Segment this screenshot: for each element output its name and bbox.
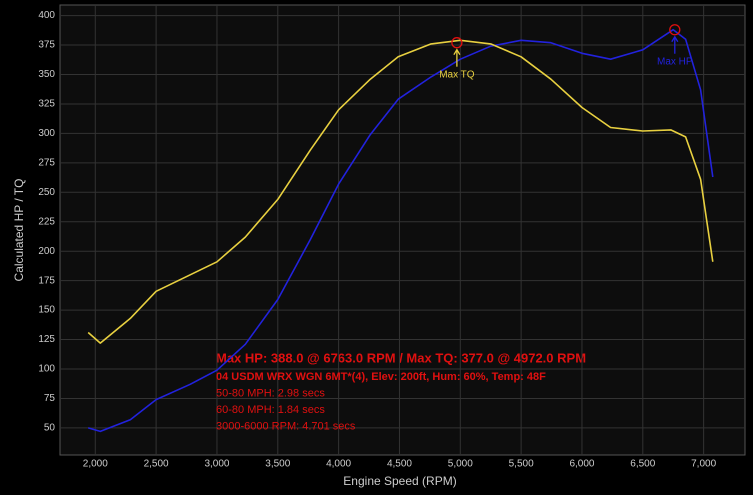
series-line: [87, 28, 714, 433]
y-tick-label: 175: [38, 275, 55, 286]
peak-label: Max HP: [657, 56, 693, 67]
y-tick-label: 250: [38, 187, 55, 198]
x-tick-label: 5,500: [509, 459, 534, 470]
info-line: 60-80 MPH: 1.84 secs: [216, 404, 325, 416]
y-tick-label: 400: [38, 10, 55, 21]
y-tick-label: 200: [38, 246, 55, 257]
peak-marker: [451, 37, 463, 49]
peak-arrowhead: [453, 48, 461, 56]
y-tick-label: 150: [38, 305, 55, 316]
y-tick-label: 350: [38, 69, 55, 80]
info-line: 50-80 MPH: 2.98 secs: [216, 387, 325, 399]
x-tick-label: 3,500: [265, 459, 290, 470]
x-tick-label: 6,000: [569, 459, 594, 470]
info-line: 04 USDM WRX WGN 6MT*(4), Elev: 200ft, Hu…: [216, 371, 546, 383]
peak-marker: [669, 24, 681, 36]
y-tick-label: 375: [38, 40, 55, 51]
y-tick-label: 75: [44, 393, 56, 404]
y-axis-label: Calculated HP / TQ: [12, 179, 26, 282]
x-tick-label: 2,000: [83, 459, 108, 470]
info-line: 3000-6000 RPM: 4.701 secs: [216, 420, 356, 432]
x-tick-label: 3,000: [204, 459, 229, 470]
x-axis-label: Engine Speed (RPM): [343, 474, 456, 488]
y-tick-label: 100: [38, 364, 55, 375]
series-line: [87, 39, 714, 344]
info-title: Max HP: 388.0 @ 6763.0 RPM / Max TQ: 377…: [216, 350, 586, 365]
y-tick-label: 300: [38, 128, 55, 139]
y-tick-label: 275: [38, 157, 55, 168]
peak-label: Max TQ: [439, 69, 475, 80]
y-tick-label: 50: [44, 423, 56, 434]
x-tick-label: 4,500: [387, 459, 412, 470]
y-tick-label: 125: [38, 334, 55, 345]
y-tick-label: 325: [38, 99, 55, 110]
peak-arrowhead: [671, 35, 679, 43]
x-tick-label: 4,000: [326, 459, 351, 470]
x-tick-label: 7,000: [691, 459, 716, 470]
x-tick-label: 5,000: [448, 459, 473, 470]
x-tick-label: 6,500: [630, 459, 655, 470]
y-tick-label: 225: [38, 216, 55, 227]
x-tick-label: 2,500: [144, 459, 169, 470]
plot-area: [59, 4, 746, 456]
